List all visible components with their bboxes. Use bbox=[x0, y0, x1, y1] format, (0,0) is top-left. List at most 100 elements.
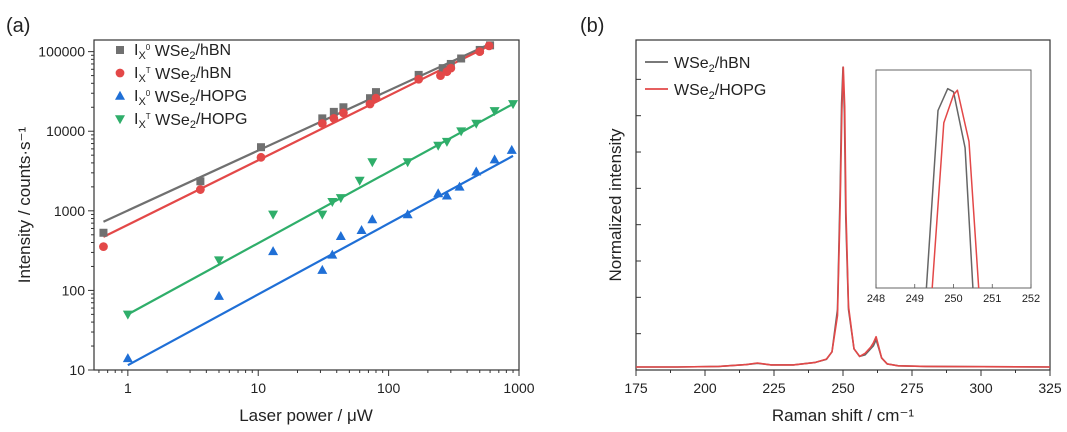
data-point-series-1 bbox=[414, 74, 424, 84]
panel-a-label: (a) bbox=[6, 15, 30, 37]
panel-b-y-axis-title: Normalized intensity bbox=[606, 128, 625, 282]
data-point-series-2 bbox=[471, 166, 482, 176]
data-point-series-1 bbox=[99, 242, 108, 252]
spectrum-line-1 bbox=[636, 66, 1051, 368]
legend-marker-0 bbox=[116, 46, 124, 54]
inset-x-tick-label: 251 bbox=[983, 293, 1001, 305]
legend-entry-0: IX0 WSe2/hBN bbox=[134, 42, 231, 62]
data-point-series-0 bbox=[318, 114, 327, 123]
legend-marker-3 bbox=[115, 115, 125, 125]
data-point-series-1 bbox=[446, 63, 456, 73]
legend-entry-2: IX0 WSe2/HOPG bbox=[134, 88, 247, 108]
data-point-series-0 bbox=[457, 54, 466, 63]
inset-x-tick-label: 249 bbox=[906, 293, 924, 305]
x-tick-label: 325 bbox=[1038, 380, 1062, 396]
data-point-series-3 bbox=[402, 158, 413, 168]
data-point-series-0 bbox=[99, 228, 108, 237]
fit-line-series-2 bbox=[127, 154, 514, 367]
legend-marker-2 bbox=[115, 90, 125, 100]
inset-x-tick-label: 250 bbox=[944, 293, 962, 305]
data-point-series-3 bbox=[213, 256, 224, 266]
data-point-series-2 bbox=[441, 190, 452, 200]
data-point-series-2 bbox=[356, 225, 367, 235]
data-point-series-2 bbox=[327, 249, 338, 259]
data-point-series-0 bbox=[438, 64, 447, 73]
data-point-series-3 bbox=[367, 158, 378, 168]
y-tick-label: 100000 bbox=[38, 44, 85, 60]
legend-marker-1 bbox=[115, 68, 125, 78]
inset-line-0 bbox=[925, 87, 974, 289]
data-point-series-3 bbox=[471, 119, 482, 129]
data-point-series-0 bbox=[371, 88, 380, 97]
panel-b: (b) 175 200 225 250 275 300 325 Raman shift / … bbox=[580, 15, 1062, 425]
inset-frame bbox=[875, 69, 1032, 289]
panel-b-x-ticks: 175 200 225 250 275 300 325 bbox=[624, 370, 1062, 396]
data-point-series-3 bbox=[456, 127, 467, 137]
data-point-series-3 bbox=[327, 197, 338, 207]
panel-b-y-ticks bbox=[636, 78, 641, 335]
data-point-series-3 bbox=[317, 210, 328, 220]
data-point-series-1 bbox=[436, 71, 445, 80]
legend-entry-1: WSe2/HOPG bbox=[674, 82, 766, 102]
panel-b-inset: 248 249 250 251 252 bbox=[867, 69, 1040, 305]
data-point-series-1 bbox=[329, 113, 339, 123]
panel-b-legend: WSe2/hBN WSe2/HOPG bbox=[645, 55, 766, 102]
inset-x-tick-label: 252 bbox=[1022, 293, 1040, 305]
panel-a-legend: IX0 WSe2/hBN IXT WSe2/hBN IX0 WSe2/HOPG IXT… bbox=[115, 42, 248, 131]
data-point-series-0 bbox=[256, 143, 265, 152]
data-point-series-1 bbox=[195, 185, 205, 194]
y-tick-label: 1000 bbox=[54, 203, 85, 219]
fit-line-series-1 bbox=[102, 44, 490, 238]
y-tick-label: 100 bbox=[62, 282, 86, 298]
data-point-series-2 bbox=[506, 144, 517, 154]
data-point-series-0 bbox=[196, 177, 205, 186]
data-point-series-1 bbox=[484, 41, 494, 51]
data-point-series-3 bbox=[335, 194, 346, 204]
data-point-series-2 bbox=[268, 246, 279, 256]
data-point-series-2 bbox=[402, 209, 413, 219]
panel-b-label: (b) bbox=[580, 15, 604, 37]
data-point-series-3 bbox=[268, 210, 279, 220]
legend-entry-3: IXT WSe2/HOPG bbox=[134, 111, 248, 131]
panel-a-x-axis-title: Laser power / μW bbox=[239, 406, 373, 425]
data-point-series-3 bbox=[441, 137, 452, 147]
data-point-series-0 bbox=[329, 107, 338, 116]
data-point-series-1 bbox=[371, 93, 381, 103]
data-point-series-3 bbox=[433, 141, 444, 151]
x-tick-label: 1 bbox=[124, 380, 132, 396]
panel-a: (a) 1 10 100 1000 10 100 1000 10000 100000 Lase… bbox=[6, 15, 535, 425]
panel-a-x-ticks: 1 10 100 1000 bbox=[98, 370, 535, 396]
panel-a-y-ticks: 10 100 1000 10000 100000 bbox=[38, 44, 94, 378]
legend-entry-0: WSe2/hBN bbox=[674, 55, 750, 75]
x-tick-label: 200 bbox=[693, 380, 717, 396]
x-tick-label: 175 bbox=[624, 380, 648, 396]
data-point-series-2 bbox=[454, 181, 465, 191]
x-tick-label: 300 bbox=[969, 380, 993, 396]
panel-b-spectra bbox=[636, 66, 1051, 368]
data-point-series-0 bbox=[339, 103, 348, 112]
panel-a-plot-frame bbox=[93, 39, 520, 371]
data-point-series-2 bbox=[335, 230, 346, 240]
panel-a-data-points bbox=[99, 41, 519, 363]
data-point-series-1 bbox=[339, 108, 348, 118]
panel-a-y-axis-title: Intensity / counts·s⁻¹ bbox=[15, 126, 34, 283]
fit-line-series-0 bbox=[102, 42, 491, 223]
data-point-series-2 bbox=[317, 264, 328, 274]
data-point-series-1 bbox=[317, 119, 327, 128]
data-point-series-2 bbox=[213, 290, 224, 300]
inset-x-tick-label: 248 bbox=[867, 293, 885, 305]
x-tick-label: 100 bbox=[377, 380, 401, 396]
data-point-series-3 bbox=[122, 310, 133, 320]
data-point-series-2 bbox=[433, 188, 444, 198]
y-tick-label: 10000 bbox=[46, 123, 85, 139]
data-point-series-3 bbox=[354, 176, 365, 186]
legend-entry-1: IXT WSe2/hBN bbox=[134, 65, 232, 85]
x-tick-label: 1000 bbox=[503, 380, 534, 396]
data-point-series-1 bbox=[256, 152, 266, 162]
data-point-series-2 bbox=[489, 154, 500, 164]
data-point-series-0 bbox=[366, 94, 375, 103]
x-tick-label: 275 bbox=[900, 380, 924, 396]
inset-line-1 bbox=[931, 89, 980, 289]
data-point-series-1 bbox=[365, 99, 375, 109]
